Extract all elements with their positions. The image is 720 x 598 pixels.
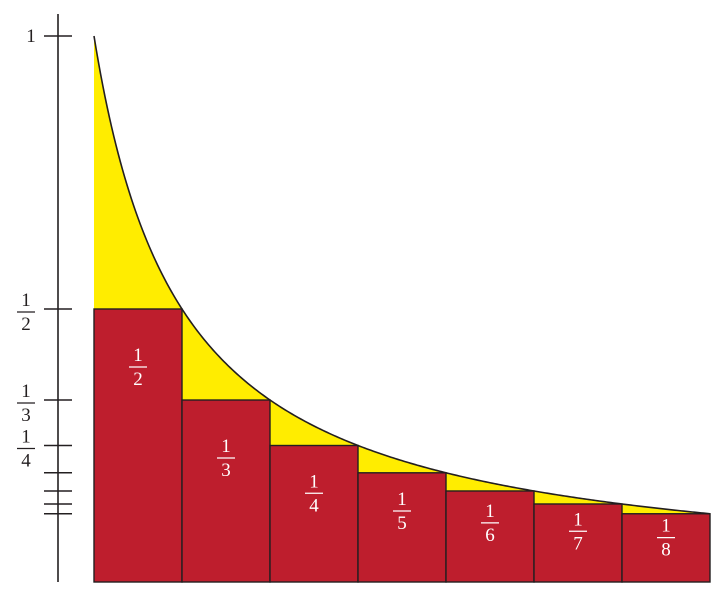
bar-label-2-denominator: 3 (221, 460, 231, 481)
bar-label-3: 14 (305, 471, 323, 516)
y-tick-label-3-numerator: 1 (21, 381, 31, 402)
y-tick-label-2-denominator: 2 (21, 314, 31, 335)
bar-7 (621, 513, 711, 583)
bar-4 (357, 472, 447, 583)
bar-label-6-denominator: 7 (573, 533, 583, 554)
bar-label-5: 16 (481, 501, 499, 546)
y-tick-label-4: 14 (17, 427, 35, 472)
bar-label-4-denominator: 5 (397, 513, 407, 534)
bar-label-6-numerator: 1 (573, 509, 583, 530)
bar-label-4: 15 (393, 489, 411, 534)
bar-label-1-numerator: 1 (133, 345, 143, 366)
bar-label-4-numerator: 1 (397, 489, 407, 510)
bar-label-6: 17 (569, 509, 587, 554)
bar-1 (93, 308, 183, 583)
y-tick-label-4-denominator: 4 (21, 451, 31, 472)
bar-label-7-denominator: 8 (661, 540, 671, 561)
bar-label-3-denominator: 4 (309, 495, 319, 516)
bar-label-5-numerator: 1 (485, 501, 495, 522)
bar-label-5-denominator: 6 (485, 525, 495, 546)
bar-5 (445, 490, 535, 583)
curve-line (93, 35, 711, 515)
bar-layer (93, 308, 711, 583)
bar-label-2: 13 (217, 436, 235, 481)
bar-label-7-numerator: 1 (661, 516, 671, 537)
axis-layer (44, 14, 72, 582)
y-tick-label-3: 13 (17, 381, 35, 426)
bar-label-3-numerator: 1 (309, 471, 319, 492)
bar-6 (533, 503, 623, 583)
y-tick-label-3-denominator: 3 (21, 405, 31, 426)
bar-label-1-denominator: 2 (133, 369, 143, 390)
y-tick-label-2: 12 (17, 290, 35, 335)
bar-label-1: 12 (129, 345, 147, 390)
curve-layer (93, 35, 711, 515)
y-tick-label-2-numerator: 1 (21, 290, 31, 311)
bar-label-2-numerator: 1 (221, 436, 231, 457)
bar-2 (181, 399, 271, 583)
y-tick-label-4-numerator: 1 (21, 427, 31, 448)
bar-label-7: 18 (657, 516, 675, 561)
y-tick-label-1: 1 (26, 26, 36, 47)
